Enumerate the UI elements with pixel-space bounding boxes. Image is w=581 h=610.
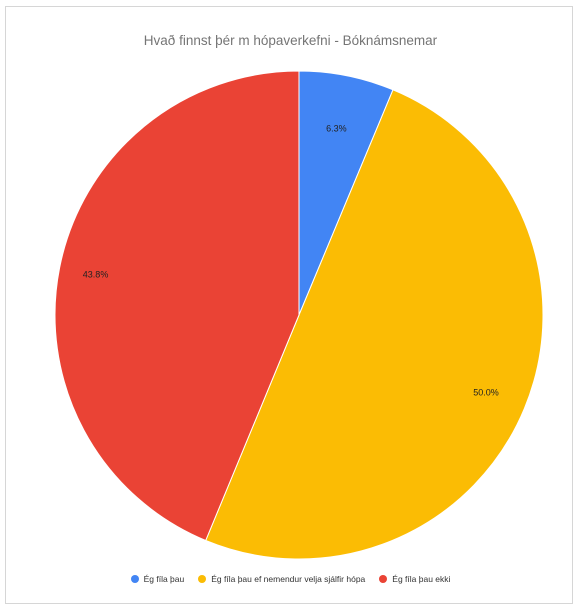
slice-value-label: 6.3% bbox=[326, 123, 347, 133]
legend-label: Ég fíla þau ekki bbox=[392, 574, 451, 584]
chart-title: Hvað finnst þér m hópaverkefni - Bóknáms… bbox=[143, 33, 438, 48]
legend-item[interactable]: Ég fíla þau ef nemendur velja sjálfir hó… bbox=[198, 574, 365, 584]
slice-value-label: 50.0% bbox=[473, 388, 499, 398]
legend-label: Ég fíla þau ef nemendur velja sjálfir hó… bbox=[211, 574, 366, 584]
legend-dot-icon bbox=[130, 575, 139, 583]
legend: Ég fíla þau Ég fíla þau ef nemendur velj… bbox=[0, 574, 581, 584]
legend-item[interactable]: Ég fíla þau bbox=[130, 574, 185, 584]
legend-label: Ég fíla þau bbox=[143, 574, 185, 584]
legend-dot-icon bbox=[198, 575, 207, 583]
legend-dot-icon bbox=[379, 575, 388, 583]
slice-value-label: 43.8% bbox=[83, 270, 109, 280]
legend-item[interactable]: Ég fíla þau ekki bbox=[379, 574, 450, 584]
pie-slice[interactable] bbox=[54, 70, 300, 542]
pie-slice[interactable] bbox=[205, 89, 544, 560]
